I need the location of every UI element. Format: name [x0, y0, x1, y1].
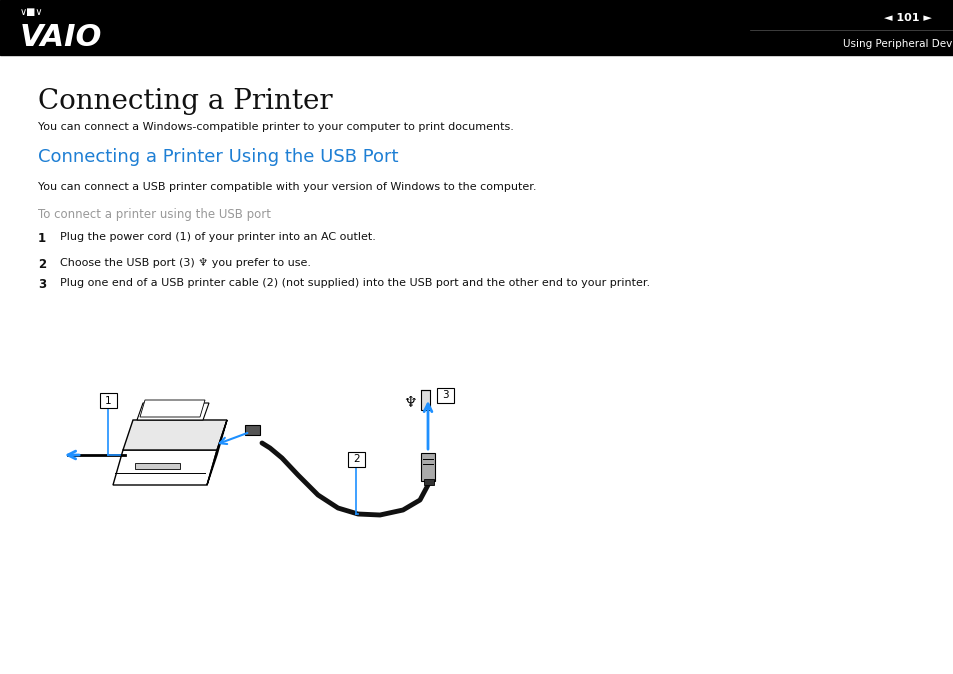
Polygon shape	[123, 420, 227, 450]
Text: 3: 3	[38, 278, 46, 291]
Text: To connect a printer using the USB port: To connect a printer using the USB port	[38, 208, 271, 221]
Polygon shape	[245, 425, 260, 435]
Polygon shape	[137, 403, 209, 420]
Text: Connecting a Printer: Connecting a Printer	[38, 88, 333, 115]
Polygon shape	[112, 450, 216, 485]
Text: Choose the USB port (3) ♆ you prefer to use.: Choose the USB port (3) ♆ you prefer to …	[60, 258, 311, 268]
Text: 1: 1	[105, 396, 112, 406]
Text: Connecting a Printer Using the USB Port: Connecting a Printer Using the USB Port	[38, 148, 398, 166]
Text: VAIO: VAIO	[20, 24, 102, 53]
Text: You can connect a USB printer compatible with your version of Windows to the com: You can connect a USB printer compatible…	[38, 182, 536, 192]
Text: 3: 3	[442, 390, 448, 400]
Bar	[100, 393, 117, 408]
Text: 2: 2	[353, 454, 359, 464]
Bar	[348, 452, 365, 467]
Text: 2: 2	[38, 258, 46, 271]
Text: Plug one end of a USB printer cable (2) (not supplied) into the USB port and the: Plug one end of a USB printer cable (2) …	[60, 278, 649, 288]
Text: ♆: ♆	[402, 395, 416, 410]
Polygon shape	[140, 400, 205, 417]
Text: Using Peripheral Devices: Using Peripheral Devices	[842, 39, 953, 49]
Bar	[420, 453, 435, 481]
Bar	[423, 479, 434, 485]
Bar	[420, 390, 430, 410]
Text: ◄ 101 ►: ◄ 101 ►	[883, 13, 931, 23]
Bar	[0, 0, 953, 55]
Text: ∨■∨: ∨■∨	[20, 7, 44, 17]
Bar	[135, 463, 180, 469]
Bar	[436, 388, 454, 403]
Text: Plug the power cord (1) of your printer into an AC outlet.: Plug the power cord (1) of your printer …	[60, 232, 375, 242]
Text: 1: 1	[38, 232, 46, 245]
Polygon shape	[207, 420, 227, 485]
Text: You can connect a Windows-compatible printer to your computer to print documents: You can connect a Windows-compatible pri…	[38, 122, 514, 132]
